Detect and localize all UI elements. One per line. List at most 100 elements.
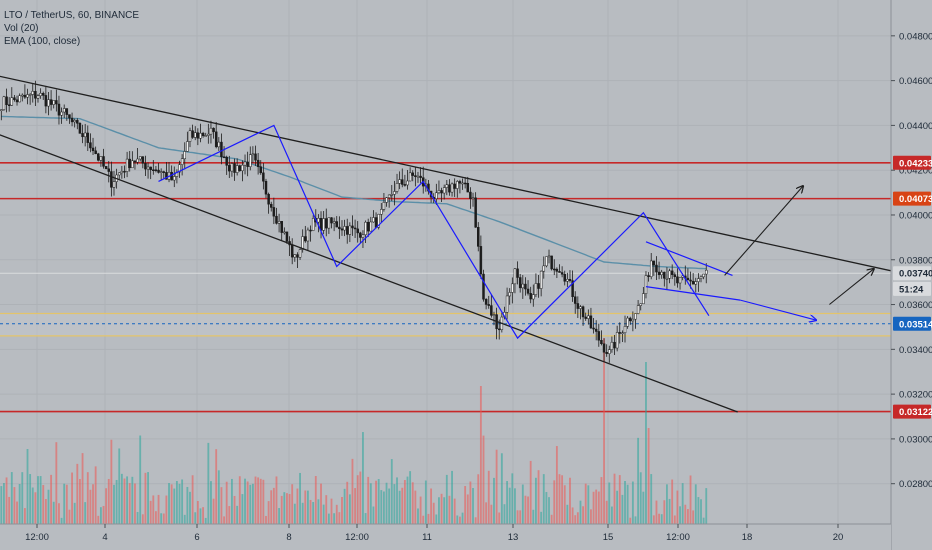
volume-bar (453, 498, 456, 524)
volume-bar (196, 500, 199, 524)
candle-body (395, 183, 399, 192)
volume-bar (388, 488, 391, 524)
candle-body (597, 331, 601, 341)
candle-body (694, 281, 698, 285)
candle-body (668, 270, 671, 279)
volume-bar (304, 490, 307, 524)
volume-bar (170, 484, 173, 524)
volume-bar (5, 477, 8, 524)
candle-body (15, 99, 19, 103)
candle-body (560, 272, 564, 275)
candle-body (390, 194, 394, 196)
volume-bar (314, 476, 317, 524)
volume-bar (63, 483, 66, 524)
candle-body (605, 351, 608, 354)
candle-body (647, 275, 650, 277)
volume-bar (110, 439, 113, 524)
volume-bar (382, 491, 385, 524)
candle-body (678, 277, 682, 284)
volume-bar (84, 502, 87, 524)
volume-bar (81, 453, 84, 524)
candle-body (256, 159, 260, 167)
candle-body (10, 97, 14, 106)
volume-bar (514, 488, 516, 524)
volume-bar (660, 514, 663, 524)
price-tick-label: 0.03600 (899, 300, 932, 311)
legend-symbol[interactable]: LTO / TetherUS, 60, BINANCE (4, 10, 140, 21)
candle-body (361, 234, 365, 238)
candle-body (107, 168, 111, 172)
candle-body (456, 181, 459, 189)
volume-bar (207, 442, 210, 524)
candle-body (13, 97, 16, 101)
candle-body (387, 194, 391, 198)
volume-bar (624, 481, 626, 524)
volume-bar (498, 512, 501, 524)
volume-bar (44, 499, 47, 524)
volume-bar (458, 516, 461, 524)
volume-bar (160, 513, 163, 524)
volume-bar (37, 476, 39, 524)
volume-bar (341, 497, 343, 524)
legend-ema[interactable]: EMA (100, close) (4, 36, 81, 47)
volume-bar (52, 501, 55, 524)
candle-body (277, 220, 281, 224)
volume-bar (430, 488, 433, 524)
volume-bar (451, 470, 453, 524)
volume-bar (587, 485, 590, 524)
volume-bar (26, 449, 29, 524)
candle-body (511, 283, 514, 293)
candle-body (705, 269, 708, 275)
volume-bar (705, 488, 708, 524)
volume-bar (105, 488, 108, 524)
candle-body (340, 228, 344, 231)
volume-bar (270, 490, 273, 524)
candle-body (47, 99, 50, 107)
time-tick-label: 4 (102, 532, 107, 543)
projection-arrow-up (829, 269, 874, 305)
candle-body (657, 271, 661, 276)
candle-body (466, 182, 470, 193)
price-label-text: 51:24 (899, 284, 924, 295)
candle-body (686, 277, 690, 281)
candle-body (191, 130, 194, 138)
volume-bar (354, 488, 357, 524)
chart-legend: LTO / TetherUS, 60, BINANCE Vol (20) EMA… (4, 9, 139, 48)
candle-body (542, 265, 546, 272)
volume-bar (356, 475, 359, 524)
candle-body (589, 315, 593, 329)
candle-body (484, 298, 488, 305)
price-tick-label: 0.03400 (899, 345, 932, 356)
volume-bar (524, 495, 527, 524)
candle-body (471, 197, 475, 200)
candle-body (636, 305, 640, 314)
time-tick-label: 12:00 (345, 532, 369, 543)
volume-bar (120, 473, 123, 524)
volume-bar (58, 503, 60, 524)
volume-bar (456, 515, 459, 524)
candle-body (188, 130, 192, 142)
legend-volume[interactable]: Vol (20) (4, 23, 39, 34)
volume-bar (375, 480, 377, 524)
volume-bar (401, 487, 404, 524)
price-tick-label: 0.04000 (899, 210, 932, 221)
volume-bar (286, 493, 288, 524)
volume-bar (238, 476, 241, 524)
candle-body (571, 280, 574, 297)
volume-bar (278, 508, 281, 524)
volume-bar (173, 488, 176, 524)
volume-bar (576, 512, 579, 524)
volume-bar (231, 478, 233, 524)
volume-bar (175, 481, 178, 524)
candle-body (553, 268, 556, 271)
volume-bar (335, 504, 338, 524)
volume-bar (8, 496, 11, 524)
volume-bar (330, 498, 333, 524)
candle-body (36, 95, 40, 99)
candle-body (482, 273, 485, 300)
candle-body (217, 141, 221, 148)
candle-body (670, 270, 674, 275)
price-tick-label: 0.04400 (899, 121, 932, 132)
